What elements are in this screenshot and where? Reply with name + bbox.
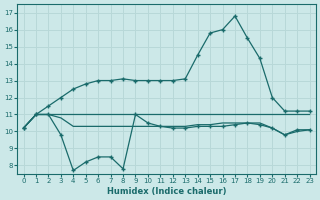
X-axis label: Humidex (Indice chaleur): Humidex (Indice chaleur): [107, 187, 226, 196]
